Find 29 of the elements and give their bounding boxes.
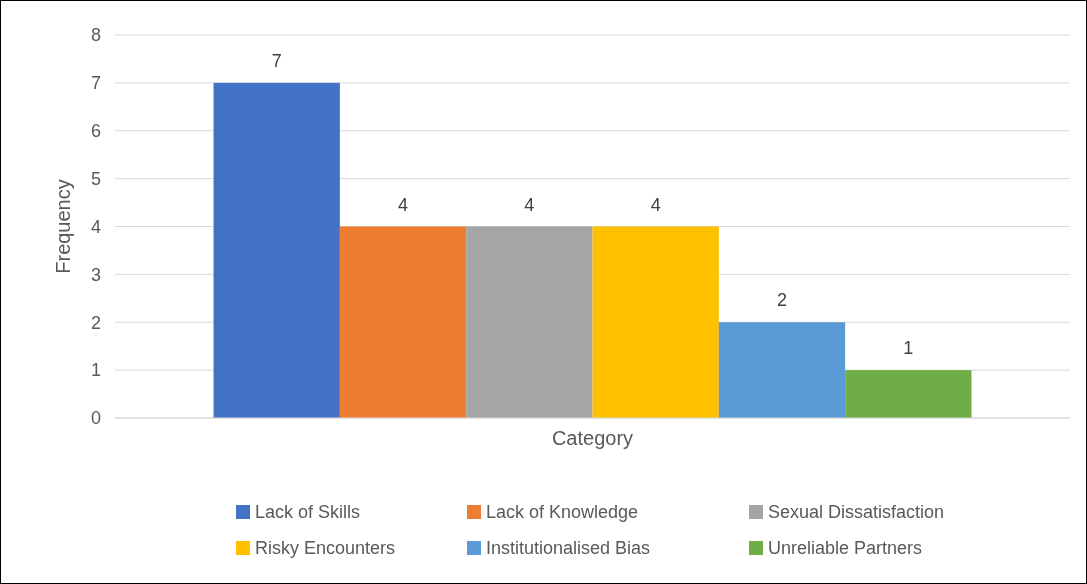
y-tick-label: 3 [90,264,101,285]
legend-label: Unreliable Partners [768,538,923,559]
legend-label: Sexual Dissatisfaction [768,502,945,523]
bar [213,82,340,418]
data-label: 4 [650,194,661,215]
bar [592,226,719,418]
data-label: 7 [271,50,282,71]
y-tick-label: 4 [90,216,101,237]
y-tick-label: 2 [90,312,101,333]
legend-label: Lack of Skills [255,502,361,523]
bar [466,226,593,418]
y-tick-label: 5 [90,168,101,189]
data-label: 4 [398,194,409,215]
y-tick-label: 0 [90,408,101,429]
legend-label: Risky Encounters [255,538,396,559]
y-tick-label: 7 [90,73,101,94]
y-tick-label: 1 [90,360,101,381]
bar [339,226,467,418]
y-tick-label: 8 [90,25,101,46]
bar [845,370,972,418]
bar [718,322,846,418]
data-label: 1 [903,338,914,359]
legend-label: Lack of Knowledge [486,502,639,523]
x-tick-label: Category [551,427,634,449]
y-axis-title: Frequency [52,179,74,274]
data-label: 4 [524,194,535,215]
legend-label: Institutionalised Bias [486,538,651,559]
data-label: 2 [776,290,787,311]
y-tick-label: 6 [90,121,101,142]
